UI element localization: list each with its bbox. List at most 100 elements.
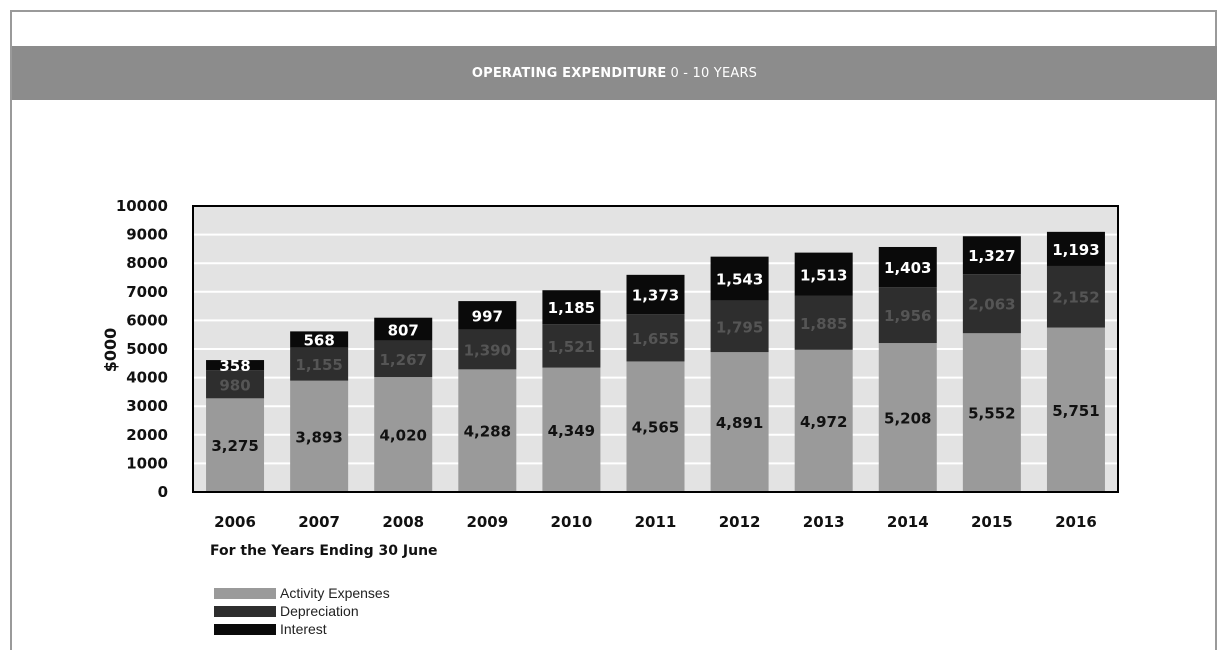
data-label: 1,390 <box>464 341 511 359</box>
bar-segment-interest <box>710 256 769 301</box>
data-label: 4,565 <box>632 419 679 437</box>
bar-segment-activity-expenses <box>878 343 937 492</box>
bar-segment-depreciation <box>1046 265 1105 328</box>
bar-segment-activity-expenses <box>710 352 769 492</box>
bar-segment-interest <box>290 331 349 348</box>
x-tick-label: 2011 <box>635 513 677 531</box>
title-bar: OPERATING EXPENDITURE 0 - 10 YEARS <box>12 46 1217 100</box>
bar-segment-activity-expenses <box>542 367 601 492</box>
x-tick-label: 2014 <box>887 513 929 531</box>
data-label: 5,751 <box>1052 402 1099 420</box>
legend-swatch-interest <box>214 623 276 635</box>
bar-segment-interest <box>374 317 433 341</box>
bar-segment-activity-expenses <box>1046 327 1105 492</box>
data-label: 1,543 <box>716 271 763 289</box>
bar-segment-depreciation <box>794 295 853 350</box>
y-tick-label: 5000 <box>126 340 168 358</box>
bar-segment-depreciation <box>626 314 685 362</box>
data-label: 1,193 <box>1052 241 1099 259</box>
y-tick-label: 2000 <box>126 426 168 444</box>
x-axis-label: For the Years Ending 30 June <box>210 543 438 559</box>
legend-label-interest: Interest <box>280 621 327 637</box>
bar-segment-depreciation <box>710 300 769 353</box>
data-label: 358 <box>219 357 250 375</box>
data-label: 1,795 <box>716 318 763 336</box>
data-label: 4,349 <box>548 422 595 440</box>
data-label: 4,288 <box>464 423 511 441</box>
chart-subtitle: 0 - 10 YEARS <box>670 65 758 81</box>
bar-segment-activity-expenses <box>458 369 517 492</box>
chart-title: OPERATING EXPENDITURE <box>471 65 667 81</box>
bar-segment-interest <box>458 301 517 330</box>
bar-segment-depreciation <box>878 287 937 344</box>
data-label: 980 <box>219 376 250 394</box>
x-tick-label: 2013 <box>803 513 845 531</box>
x-tick-label: 2009 <box>466 513 508 531</box>
bar-segment-depreciation <box>290 347 349 381</box>
bar-segment-activity-expenses <box>794 349 853 492</box>
y-axis-label: $000 <box>101 328 120 373</box>
bar-segment-interest <box>626 274 685 315</box>
y-tick-label: 10000 <box>116 197 168 215</box>
bar-segment-interest <box>962 236 1021 275</box>
data-label: 1,267 <box>380 351 427 369</box>
data-label: 3,893 <box>295 428 342 446</box>
data-label: 4,020 <box>380 427 427 445</box>
bar-segment-depreciation <box>458 329 517 370</box>
legend-swatch-activity <box>214 587 276 599</box>
y-tick-label: 3000 <box>126 397 168 415</box>
x-tick-label: 2016 <box>1055 513 1097 531</box>
data-label: 1,885 <box>800 315 847 333</box>
legend-item-activity-expenses: Activity Expenses <box>214 585 390 601</box>
x-tick-label: 2007 <box>298 513 340 531</box>
data-label: 807 <box>388 321 419 339</box>
bar-segment-depreciation <box>542 324 601 368</box>
data-label: 4,972 <box>800 413 847 431</box>
data-label: 1,655 <box>632 330 679 348</box>
bar-segment-activity-expenses <box>374 377 433 492</box>
data-label: 1,513 <box>800 266 847 284</box>
y-tick-label: 4000 <box>126 369 168 387</box>
data-label: 1,403 <box>884 259 931 277</box>
y-tick-label: 7000 <box>126 283 168 301</box>
bar-segment-depreciation <box>962 274 1021 334</box>
plot-border <box>192 205 1119 493</box>
y-tick-label: 9000 <box>126 226 168 244</box>
x-tick-label: 2012 <box>719 513 761 531</box>
data-label: 568 <box>303 332 334 350</box>
data-label: 5,208 <box>884 410 931 428</box>
legend-label-depreciation: Depreciation <box>280 603 359 619</box>
bar-segment-activity-expenses <box>290 380 349 492</box>
legend-item-depreciation: Depreciation <box>214 603 359 619</box>
x-tick-label: 2008 <box>382 513 424 531</box>
data-label: 3,275 <box>211 437 258 455</box>
bar-segment-activity-expenses <box>962 333 1021 492</box>
data-label: 4,891 <box>716 414 763 432</box>
legend-label-activity: Activity Expenses <box>280 585 390 601</box>
y-tick-label: 0 <box>158 483 168 501</box>
x-tick-label: 2006 <box>214 513 256 531</box>
bar-segment-activity-expenses <box>206 398 265 492</box>
data-label: 1,185 <box>548 299 595 317</box>
bar-segment-interest <box>878 246 937 288</box>
bar-segment-depreciation <box>374 340 433 378</box>
y-tick-label: 6000 <box>126 311 168 329</box>
bar-segment-interest <box>542 290 601 325</box>
data-label: 997 <box>472 307 503 325</box>
y-tick-label: 1000 <box>126 454 168 472</box>
bar-segment-activity-expenses <box>626 361 685 492</box>
legend-item-interest: Interest <box>214 621 327 637</box>
bar-segment-depreciation <box>206 370 265 399</box>
data-label: 2,063 <box>968 296 1015 314</box>
data-label: 1,521 <box>548 338 595 356</box>
data-label: 2,152 <box>1052 289 1099 307</box>
bar-segment-interest <box>206 360 265 371</box>
data-label: 1,155 <box>295 356 342 374</box>
bar-segment-interest <box>794 252 853 296</box>
data-label: 1,956 <box>884 307 931 325</box>
legend-swatch-depreciation <box>214 605 276 617</box>
bar-segment-interest <box>1046 231 1105 266</box>
data-label: 5,552 <box>968 405 1015 423</box>
x-tick-label: 2010 <box>551 513 593 531</box>
